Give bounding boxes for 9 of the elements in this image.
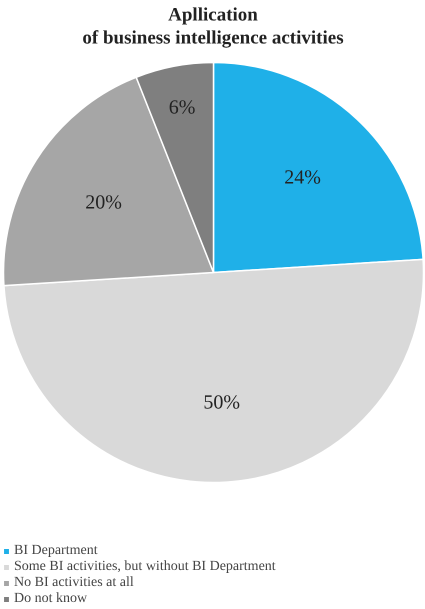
legend-label: Some BI activities, but without BI Department [14,559,276,575]
data-label: 20% [85,192,122,214]
data-label: 6% [168,96,196,118]
data-label: 24% [284,166,321,189]
legend-label: Do not know [14,591,88,607]
data-label: 50% [203,391,240,414]
chart-title: Apllication of business intelligence activities [82,4,344,49]
legend-label: No BI activities at all [14,575,134,591]
legend-label: BI Department [14,543,98,559]
